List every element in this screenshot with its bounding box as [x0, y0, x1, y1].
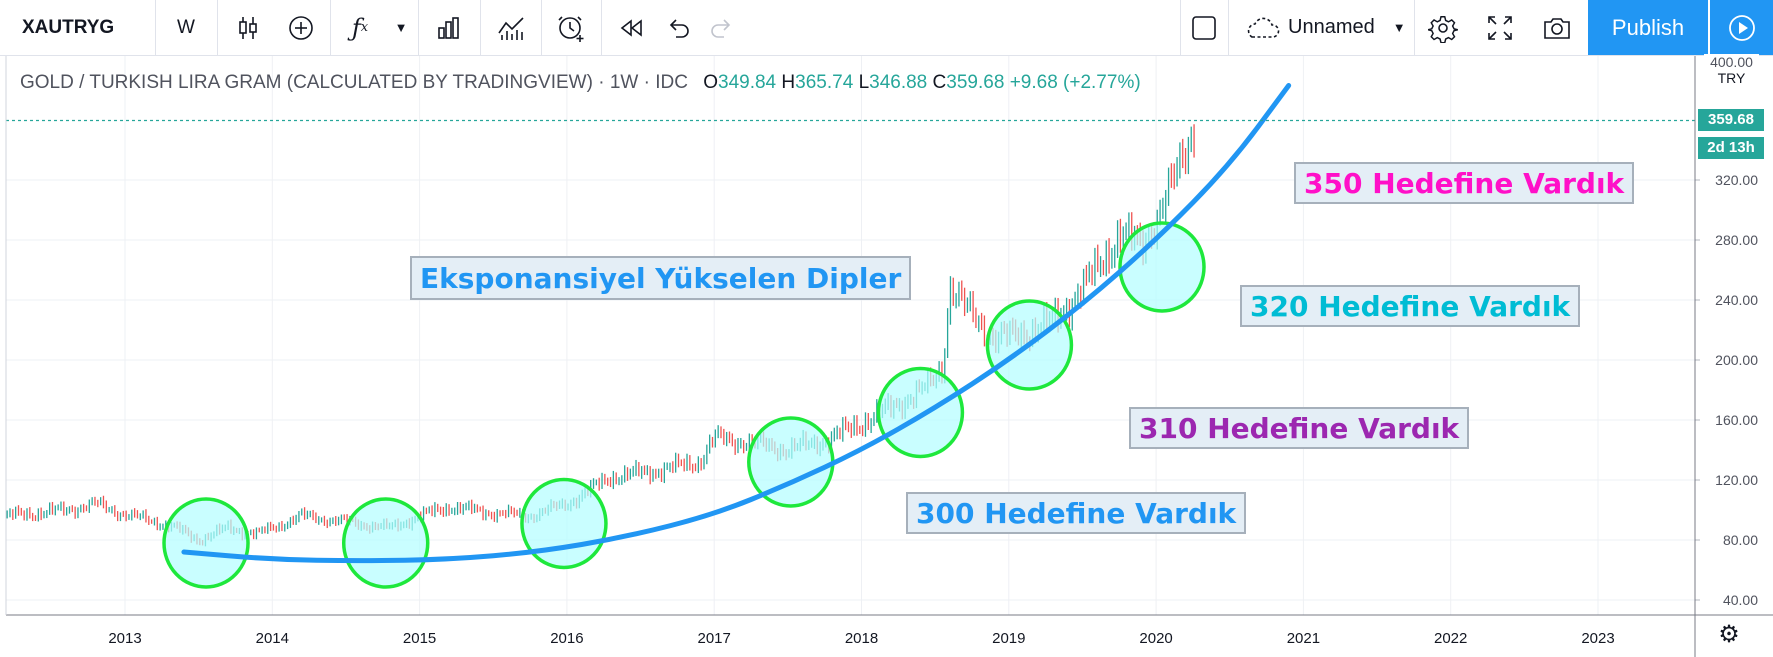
layout-menu[interactable]: Unnamed ▼	[1234, 0, 1414, 55]
x-tick-label: 2020	[1139, 630, 1172, 647]
x-tick-label: 2016	[550, 630, 583, 647]
divider	[601, 0, 602, 55]
chevron-down-icon: ▼	[1392, 20, 1406, 35]
symbol-search[interactable]: XAUTRYG	[22, 16, 115, 38]
legend-low-label: L	[858, 72, 870, 93]
annotation-350[interactable]: 350 Hedefine Vardık	[1294, 162, 1635, 204]
layout-name: Unnamed	[1288, 16, 1375, 38]
countdown-badge: 2d 13h	[1698, 137, 1764, 159]
undo-icon[interactable]	[656, 0, 700, 55]
price-chart[interactable]: 40.00 80.00 120.00 160.00 200.00 240.00 280.00…	[0, 56, 1773, 657]
x-tick-label: 2017	[698, 630, 731, 647]
legend-open-label: O	[703, 72, 719, 93]
low-circle	[341, 497, 430, 589]
x-tick-label: 2015	[403, 630, 436, 647]
square-icon[interactable]	[1180, 0, 1228, 55]
gear-icon[interactable]	[1414, 0, 1471, 55]
circled-lows	[162, 221, 1206, 589]
divider	[1414, 0, 1415, 55]
divider	[330, 0, 331, 55]
currency-label[interactable]: TRY	[1717, 70, 1746, 86]
candles-icon[interactable]	[222, 0, 274, 55]
chart-pane[interactable]: 40.00 80.00 120.00 160.00 200.00 240.00 280.00…	[0, 56, 1773, 657]
divider	[418, 0, 419, 55]
x-tick-label: 2022	[1434, 630, 1467, 647]
fullscreen-icon[interactable]	[1471, 0, 1528, 55]
y-tick-label: 160.00	[1715, 412, 1758, 428]
axis-top-label: 400.00	[1704, 54, 1759, 70]
last-price-badge: 359.68	[1698, 109, 1764, 132]
annotation-310[interactable]: 310 Hedefine Vardık	[1129, 407, 1470, 449]
indicators-icon[interactable]	[486, 0, 536, 55]
alert-icon[interactable]	[546, 0, 596, 55]
add-indicator-icon[interactable]	[278, 0, 324, 55]
x-tick-label: 2013	[108, 630, 141, 647]
trend-curve	[181, 83, 1292, 564]
divider	[155, 0, 156, 55]
divider	[541, 0, 542, 55]
annotation-320[interactable]: 320 Hedefine Vardık	[1240, 285, 1581, 327]
gear-icon[interactable]: ⚙	[1718, 621, 1740, 648]
y-tick-label: 120.00	[1715, 472, 1758, 488]
legend-separator: ·	[643, 72, 650, 93]
chevron-down-icon[interactable]: ▼	[394, 20, 408, 35]
redo-icon	[700, 0, 744, 55]
low-circle	[520, 477, 608, 570]
annotation-300[interactable]: 300 Hedefine Vardık	[906, 492, 1247, 534]
legend-change: +9.68 (+2.77%)	[1009, 72, 1141, 93]
x-tick-label: 2021	[1287, 630, 1320, 647]
trend-curve-path	[181, 83, 1292, 564]
interval-button[interactable]: W	[177, 16, 195, 38]
legend-low-value: 346.88	[869, 72, 928, 93]
x-tick-label: 2018	[845, 630, 878, 647]
x-tick-label: 2023	[1581, 630, 1614, 647]
legend-high-label: H	[781, 72, 796, 93]
y-tick-label: 80.00	[1723, 532, 1758, 548]
camera-icon[interactable]	[1528, 0, 1585, 55]
legend-close-value: 359.68	[946, 72, 1005, 93]
x-tick-label: 2019	[992, 630, 1025, 647]
play-icon[interactable]	[1710, 0, 1773, 55]
legend-high-value: 365.74	[795, 72, 854, 93]
legend-open-value: 349.84	[718, 72, 777, 93]
legend-separator: ·	[598, 72, 605, 93]
chart-legend: GOLD / TURKISH LIRA GRAM (CALCULATED BY …	[20, 72, 1141, 94]
divider	[480, 0, 481, 55]
legend-title: GOLD / TURKISH LIRA GRAM (CALCULATED BY …	[20, 72, 593, 93]
divider	[1180, 0, 1181, 55]
y-tick-label: 320.00	[1715, 172, 1758, 188]
axes: 40.00 80.00 120.00 160.00 200.00 240.00 280.00…	[5, 56, 1773, 657]
y-tick-label: 40.00	[1723, 592, 1758, 608]
bars-compare-icon[interactable]	[424, 0, 474, 55]
y-tick-label: 240.00	[1715, 292, 1758, 308]
cloud-icon	[1247, 17, 1280, 38]
low-circle	[876, 366, 965, 459]
y-tick-label: 200.00	[1715, 352, 1758, 368]
low-circle	[1118, 221, 1206, 313]
legend-close-label: C	[932, 72, 947, 93]
legend-source: IDC	[655, 72, 688, 93]
divider	[1228, 0, 1229, 55]
legend-interval: 1W	[609, 72, 639, 93]
replay-icon[interactable]	[606, 0, 656, 55]
low-circle	[162, 497, 250, 589]
publish-button[interactable]: Publish	[1588, 0, 1708, 55]
y-tick-label: 280.00	[1715, 232, 1758, 248]
annotation-main[interactable]: Eksponansiyel Yükselen Dipler	[410, 256, 912, 300]
divider	[217, 0, 218, 55]
x-tick-label: 2014	[256, 630, 289, 647]
